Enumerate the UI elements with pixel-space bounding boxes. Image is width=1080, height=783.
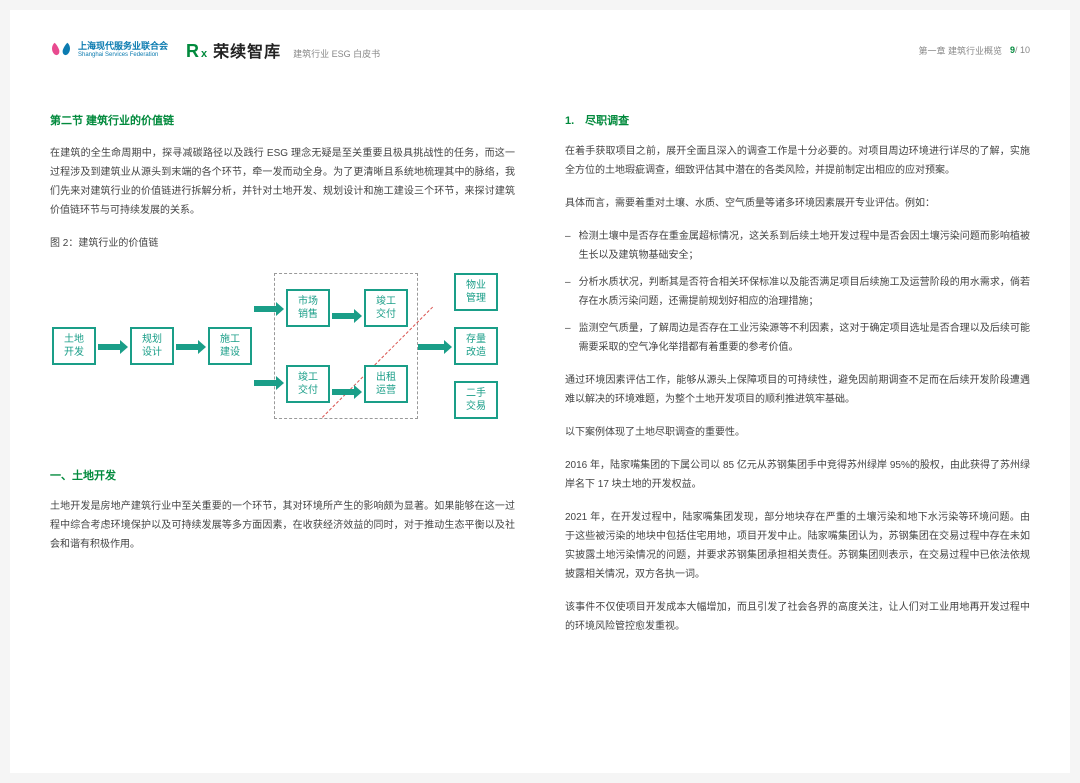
flowchart-node-n5: 竣工交付 [286, 365, 330, 403]
para: 在着手获取项目之前，展开全面且深入的调查工作是十分必要的。对项目周边环境进行详尽… [565, 142, 1030, 180]
header-left: 上海现代服务业联合会 Shanghai Services Federation … [50, 38, 380, 62]
flowchart-arrow-icon [254, 301, 286, 317]
ssf-name-en: Shanghai Services Federation [78, 52, 168, 59]
ordered-title: 1. 尽职调查 [565, 112, 1030, 128]
page-header: 上海现代服务业联合会 Shanghai Services Federation … [50, 38, 1030, 62]
para: 2021 年，在开发过程中，陆家嘴集团发现，部分地块存在严重的土壤污染和地下水污… [565, 508, 1030, 584]
subsection-title: 一、土地开发 [50, 467, 515, 483]
left-column: 第二节 建筑行业的价值链 在建筑的全生命周期中，探寻减碳路径以及践行 ESG 理… [50, 112, 515, 650]
para: 通过环境因素评估工作，能够从源头上保障项目的可持续性，避免因前期调查不足而在后续… [565, 371, 1030, 409]
bullet-dash: – [565, 227, 571, 265]
flowchart-arrow-icon [418, 339, 454, 355]
bullet-list: –检测土壤中是否存在重金属超标情况，这关系到后续土地开发过程中是否会因土壤污染问… [565, 227, 1030, 357]
flowchart-arrow-icon [176, 339, 208, 355]
flowchart-node-n7: 出租运营 [364, 365, 408, 403]
rongxu-x: x [201, 48, 207, 60]
flowchart-node-n4: 市场销售 [286, 289, 330, 327]
flowchart-arrow-icon [332, 308, 364, 324]
flowchart-node-n8: 物业管理 [454, 273, 498, 311]
bullet-text: 分析水质状况，判断其是否符合相关环保标准以及能否满足项目后续施工及运营阶段的用水… [579, 273, 1030, 311]
header-right: 第一章 建筑行业概览 9/ 10 [918, 44, 1030, 57]
page-total: 10 [1020, 45, 1030, 55]
flowchart-arrow-icon [332, 384, 364, 400]
right-column: 1. 尽职调查 在着手获取项目之前，展开全面且深入的调查工作是十分必要的。对项目… [565, 112, 1030, 650]
flowchart-node-n6: 竣工交付 [364, 289, 408, 327]
bullet-item: –检测土壤中是否存在重金属超标情况，这关系到后续土地开发过程中是否会因土壤污染问… [565, 227, 1030, 265]
flowchart-node-n3: 施工建设 [208, 327, 252, 365]
section-title: 第二节 建筑行业的价值链 [50, 112, 515, 128]
para: 在建筑的全生命周期中，探寻减碳路径以及践行 ESG 理念无疑是至关重要且极具挑战… [50, 144, 515, 220]
rongxu-r: R [186, 41, 199, 62]
bullet-text: 监测空气质量，了解周边是否存在工业污染源等不利因素，这对于确定项目选址是否合理以… [579, 319, 1030, 357]
value-chain-flowchart: 土地开发规划设计施工建设市场销售竣工交付竣工交付出租运营物业管理存量改造二手交易 [50, 259, 515, 439]
bullet-item: –分析水质状况，判断其是否符合相关环保标准以及能否满足项目后续施工及运营阶段的用… [565, 273, 1030, 311]
page-number: 9/ 10 [1010, 45, 1030, 55]
flowchart-node-n9: 存量改造 [454, 327, 498, 365]
doc-title: 建筑行业 ESG 白皮书 [293, 47, 380, 60]
ssf-logo-text: 上海现代服务业联合会 Shanghai Services Federation [78, 42, 168, 58]
content-columns: 第二节 建筑行业的价值链 在建筑的全生命周期中，探寻减碳路径以及践行 ESG 理… [50, 112, 1030, 650]
flowchart-node-n2: 规划设计 [130, 327, 174, 365]
rongxu-logo: Rx 荣续智库 建筑行业 ESG 白皮书 [186, 38, 380, 62]
para: 该事件不仅使项目开发成本大幅增加，而且引发了社会各界的高度关注，让人们对工业用地… [565, 598, 1030, 636]
flowchart-arrow-icon [254, 375, 286, 391]
chapter-label: 第一章 建筑行业概览 [918, 44, 1002, 57]
bullet-dash: – [565, 273, 571, 311]
para: 2016 年，陆家嘴集团的下属公司以 85 亿元从苏钢集团手中竞得苏州绿岸 95… [565, 456, 1030, 494]
flowchart-node-n1: 土地开发 [52, 327, 96, 365]
ssf-logo-icon [50, 41, 72, 59]
flowchart-arrow-icon [98, 339, 130, 355]
bullet-text: 检测土壤中是否存在重金属超标情况，这关系到后续土地开发过程中是否会因土壤污染问题… [579, 227, 1030, 265]
ssf-name-cn: 上海现代服务业联合会 [78, 42, 168, 52]
document-page: 上海现代服务业联合会 Shanghai Services Federation … [10, 10, 1070, 773]
para: 土地开发是房地产建筑行业中至关重要的一个环节，其对环境所产生的影响颇为显著。如果… [50, 497, 515, 554]
bullet-dash: – [565, 319, 571, 357]
rongxu-name: 荣续智库 [213, 38, 281, 62]
para: 具体而言，需要着重对土壤、水质、空气质量等诸多环境因素展开专业评估。例如： [565, 194, 1030, 213]
flowchart-node-n10: 二手交易 [454, 381, 498, 419]
bullet-item: –监测空气质量，了解周边是否存在工业污染源等不利因素，这对于确定项目选址是否合理… [565, 319, 1030, 357]
ssf-logo: 上海现代服务业联合会 Shanghai Services Federation [50, 41, 168, 59]
figure-caption: 图 2：建筑行业的价值链 [50, 234, 515, 249]
para: 以下案例体现了土地尽职调查的重要性。 [565, 423, 1030, 442]
